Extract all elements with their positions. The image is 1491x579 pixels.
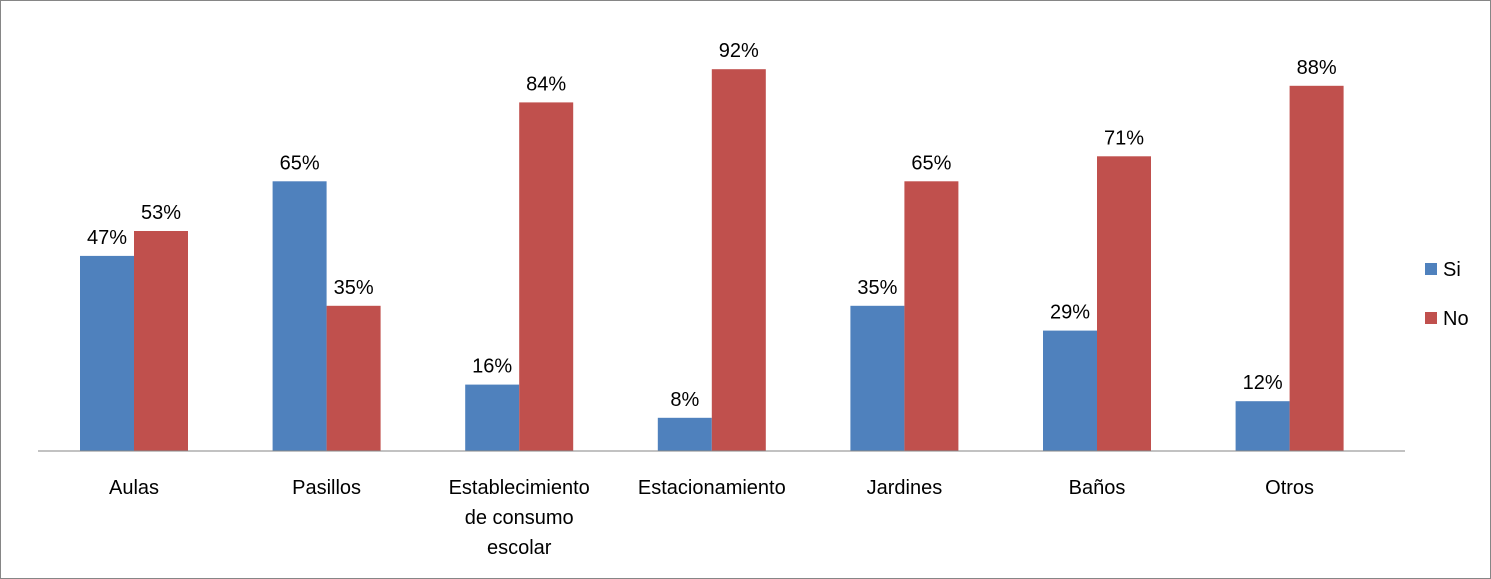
bar-no-2	[519, 102, 574, 452]
value-label-no-0: 53%	[141, 202, 181, 224]
value-label-no-5: 71%	[1104, 127, 1144, 149]
legend-label-no: No	[1443, 308, 1469, 330]
category-label-line: Establecimiento	[449, 477, 590, 499]
value-labels-layer: 47% 53% 65% 35% 16% 84% 8% 92% 35% 65% 29% 71% 12% 88…	[87, 40, 1337, 411]
category-label-6: Otros	[1265, 477, 1314, 499]
bar-si-0	[80, 255, 134, 451]
bar-no-0	[134, 231, 188, 451]
category-label-line: Aulas	[109, 477, 159, 499]
category-labels-layer: Aulas Pasillos Establecimiento de consumo es…	[109, 477, 1314, 559]
bar-no-3	[711, 69, 766, 451]
value-label-no-4: 65%	[911, 152, 951, 174]
value-label-no-1: 35%	[334, 277, 374, 299]
legend-label-si: Si	[1443, 259, 1461, 281]
category-label-line: escolar	[487, 537, 552, 559]
category-label-line: Jardines	[867, 477, 943, 499]
value-label-si-2: 16%	[472, 356, 512, 378]
category-label-3: Estacionamiento	[638, 477, 786, 499]
category-label-line: de consumo	[465, 507, 574, 529]
category-label-line: Pasillos	[292, 477, 361, 499]
value-label-si-0: 47%	[87, 227, 127, 249]
category-label-1: Pasillos	[292, 477, 361, 499]
bar-si-2	[465, 384, 520, 451]
bar-si-1	[272, 181, 327, 452]
legend: Si No	[1425, 259, 1469, 330]
category-label-4: Jardines	[867, 477, 943, 499]
category-label-0: Aulas	[109, 477, 159, 499]
value-label-si-5: 29%	[1050, 302, 1090, 324]
value-label-no-2: 84%	[526, 73, 566, 95]
category-label-2: Establecimiento de consumo escolar	[449, 477, 590, 559]
value-label-si-4: 35%	[857, 277, 897, 299]
bars-layer	[80, 69, 1344, 452]
category-label-line: Estacionamiento	[638, 477, 786, 499]
bar-no-4	[904, 181, 959, 452]
category-label-line: Otros	[1265, 477, 1314, 499]
legend-swatch-no	[1425, 312, 1437, 324]
value-label-si-6: 12%	[1243, 372, 1283, 394]
legend-swatch-si	[1425, 263, 1437, 275]
value-label-si-1: 65%	[280, 152, 320, 174]
bar-si-5	[1043, 330, 1097, 451]
value-label-no-6: 88%	[1297, 57, 1337, 79]
bar-no-5	[1097, 156, 1151, 452]
category-label-line: Baños	[1069, 477, 1126, 499]
bar-no-1	[326, 305, 381, 452]
category-label-5: Baños	[1069, 477, 1126, 499]
bar-no-6	[1289, 85, 1344, 452]
bar-si-4	[850, 305, 905, 452]
value-label-no-3: 92%	[719, 40, 759, 62]
bar-si-3	[657, 417, 712, 451]
bar-si-6	[1235, 401, 1290, 451]
value-label-si-3: 8%	[670, 389, 699, 411]
